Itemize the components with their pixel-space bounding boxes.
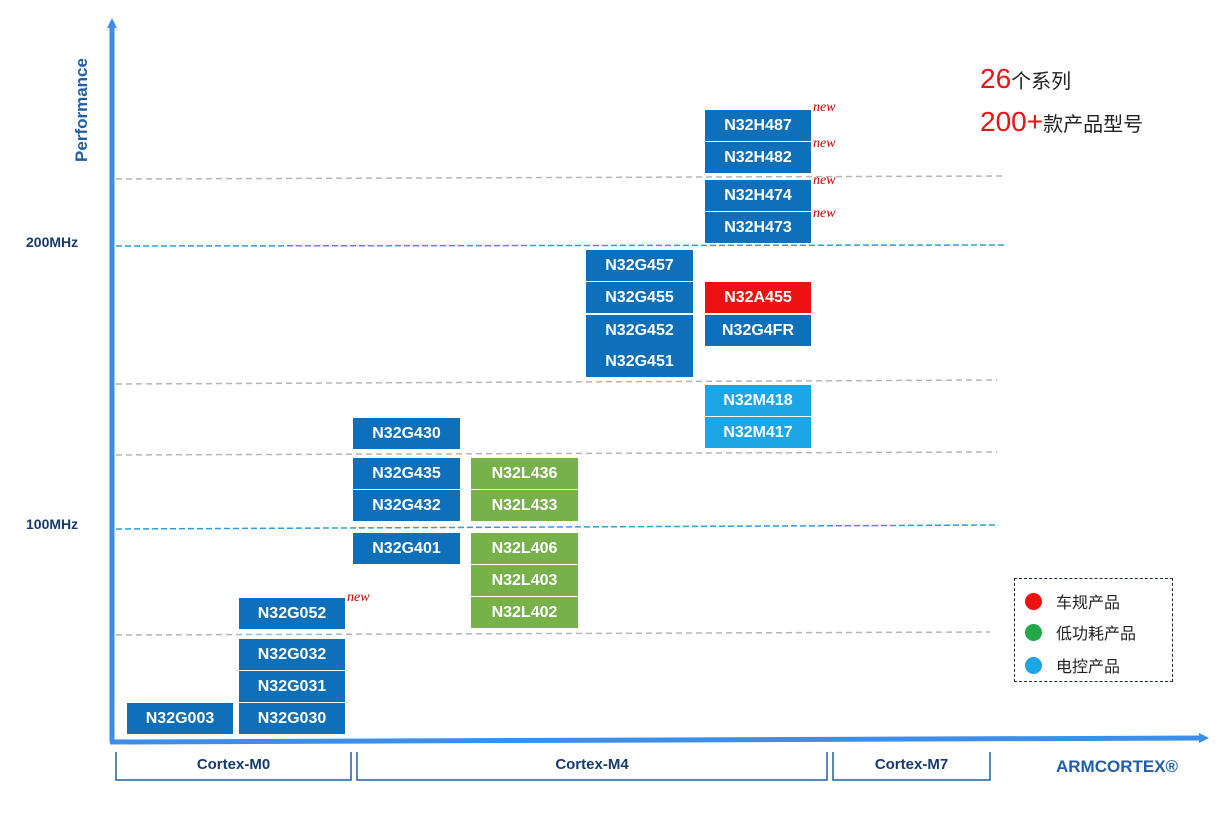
product-box-n32l403: N32L403 bbox=[471, 565, 578, 596]
product-box-n32g052: N32G052 bbox=[239, 598, 345, 629]
product-box-n32g003: N32G003 bbox=[127, 703, 233, 734]
product-box-n32g401: N32G401 bbox=[353, 533, 460, 564]
product-box-n32l436: N32L436 bbox=[471, 458, 578, 489]
product-box-n32g032: N32G032 bbox=[239, 639, 345, 670]
y-axis-title: Performance bbox=[72, 58, 91, 162]
product-box-n32g452: N32G452 bbox=[586, 315, 693, 346]
product-box-n32g455: N32G455 bbox=[586, 282, 693, 313]
product-box-n32g432: N32G432 bbox=[353, 490, 460, 521]
legend-label: 车规产品 bbox=[1056, 595, 1121, 612]
cortex-m4-bracket bbox=[356, 752, 828, 781]
freq-label-100mhz: 100MHz bbox=[26, 516, 79, 532]
core-label-cortex-m7: Cortex-M7 bbox=[874, 756, 949, 773]
legend-dot-icon bbox=[1025, 623, 1042, 641]
product-box-n32h482: N32H482 bbox=[705, 142, 811, 173]
cortex-m7-bracket bbox=[832, 752, 991, 781]
product-box-n32m417: N32M417 bbox=[705, 417, 811, 448]
cortex-m0-bracket bbox=[115, 752, 352, 781]
legend-label: 电控产品 bbox=[1056, 659, 1121, 676]
legend-item-low-power: 低功耗产品 bbox=[1025, 620, 1136, 644]
product-box-n32g030: N32G030 bbox=[239, 703, 345, 734]
product-box-n32g457: N32G457 bbox=[586, 250, 693, 281]
x-axis bbox=[109, 733, 1209, 745]
product-box-n32h474: N32H474 bbox=[705, 180, 811, 211]
legend-item-motor-control: 电控产品 bbox=[1025, 653, 1120, 677]
freq-label-200mhz: 200MHz bbox=[26, 234, 79, 250]
legend-label: 低功耗产品 bbox=[1056, 626, 1137, 643]
series-count: 26 bbox=[980, 63, 1012, 94]
new-tag: new bbox=[813, 136, 836, 151]
core-label-cortex-m4: Cortex-M4 bbox=[555, 756, 629, 773]
product-box-n32h487: N32H487 bbox=[705, 110, 811, 141]
legend-dot-icon bbox=[1025, 592, 1042, 610]
core-label-cortex-m0: Cortex-M0 bbox=[196, 756, 271, 773]
level-guide bbox=[115, 451, 998, 456]
product-box-n32a455: N32A455 bbox=[705, 282, 811, 313]
new-tag: new bbox=[813, 173, 836, 188]
legend: 车规产品 低功耗产品 电控产品 bbox=[1014, 578, 1173, 682]
x-axis-title: ARMCORTEX® bbox=[1056, 757, 1179, 776]
model-count-label: 款产品型号 bbox=[1043, 114, 1144, 136]
product-box-n32g451: N32G451 bbox=[586, 346, 693, 377]
product-box-n32l402: N32L402 bbox=[471, 597, 578, 628]
level-guide bbox=[115, 631, 991, 636]
series-count-label: 个系列 bbox=[1011, 71, 1072, 93]
model-count: 200+ bbox=[980, 106, 1044, 137]
product-box-n32g430: N32G430 bbox=[353, 418, 460, 449]
product-box-n32m418: N32M418 bbox=[705, 385, 811, 416]
product-box-n32g4fr: N32G4FR bbox=[705, 315, 811, 346]
product-box-n32g031: N32G031 bbox=[239, 671, 345, 702]
level-guide bbox=[115, 379, 998, 385]
summary-block: 26个系列 200+款产品型号 bbox=[980, 60, 1143, 146]
product-box-n32l406: N32L406 bbox=[471, 533, 578, 564]
product-box-n32g435: N32G435 bbox=[353, 458, 460, 489]
new-tag: new bbox=[813, 206, 836, 221]
new-tag: new bbox=[813, 100, 836, 115]
new-tag: new bbox=[347, 590, 370, 605]
legend-item-automotive: 车规产品 bbox=[1025, 589, 1120, 613]
frequency-line-200mhz bbox=[115, 244, 1006, 247]
product-box-n32h473: N32H473 bbox=[705, 212, 811, 243]
frequency-line-100mhz bbox=[115, 524, 998, 530]
legend-dot-icon bbox=[1025, 656, 1042, 674]
product-box-n32l433: N32L433 bbox=[471, 490, 578, 521]
level-guide bbox=[115, 175, 1006, 180]
